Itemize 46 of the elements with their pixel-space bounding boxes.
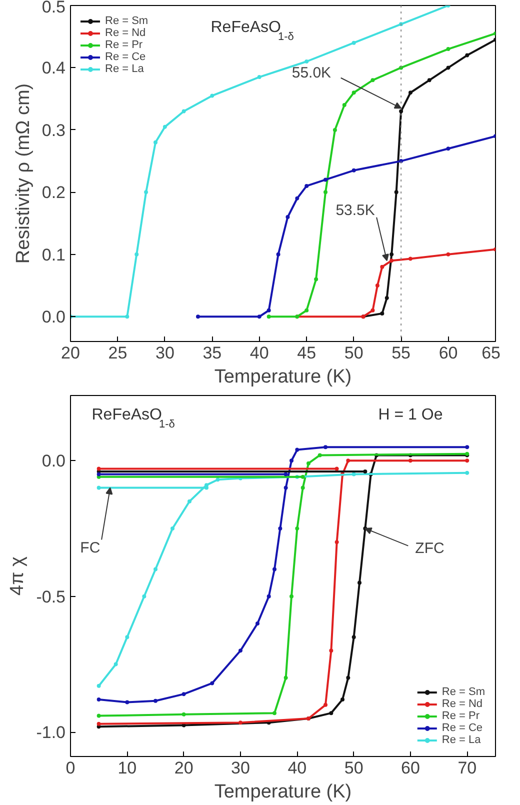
x-tick-label: 40 xyxy=(250,344,269,362)
y-tick-label: 0.0 xyxy=(42,308,66,327)
x-tick-label: 50 xyxy=(344,758,364,778)
y-axis-title: 4π χ xyxy=(7,556,28,596)
legend-label: Re = Ce xyxy=(442,722,483,734)
annotation: FC xyxy=(80,539,100,556)
y-tick-label: 0.2 xyxy=(42,183,66,202)
legend-label: Re = Nd xyxy=(442,698,483,710)
y-tick-label: -1.0 xyxy=(36,723,66,742)
x-tick-label: 55 xyxy=(392,344,411,362)
y-tick-label: 0.0 xyxy=(42,452,66,471)
x-tick-label: 30 xyxy=(155,344,174,362)
x-tick-label: 20 xyxy=(174,758,194,778)
x-tick-label: 40 xyxy=(288,758,307,778)
x-tick-label: 70 xyxy=(458,758,477,778)
annotation: ZFC xyxy=(415,540,444,557)
x-tick-label: 25 xyxy=(108,344,128,362)
legend-label: Re = La xyxy=(442,734,481,746)
legend-label: Re = La xyxy=(105,63,144,75)
annotation: 55.0K xyxy=(292,64,332,82)
x-tick-label: 50 xyxy=(344,344,364,362)
annotation: 53.5K xyxy=(336,202,375,220)
x-tick-label: 20 xyxy=(61,344,80,362)
legend-label: Re = Nd xyxy=(105,27,146,39)
x-tick-label: 30 xyxy=(231,758,250,778)
x-tick-label: 10 xyxy=(118,758,137,778)
y-tick-label: 0.4 xyxy=(42,58,66,78)
x-tick-label: 60 xyxy=(438,344,458,362)
x-tick-label: 0 xyxy=(66,758,76,778)
x-tick-label: 35 xyxy=(202,344,222,362)
x-axis-title: Temperature (K) xyxy=(214,366,352,388)
legend-label: Re = Sm xyxy=(105,15,148,27)
y-tick-label: 0.1 xyxy=(42,245,66,264)
legend-label: Re = Pr xyxy=(105,39,143,51)
x-tick-label: 60 xyxy=(401,758,420,778)
y-tick-label: -0.5 xyxy=(36,587,66,606)
y-axis-title: Resistivity ρ (mΩ cm) xyxy=(12,83,34,264)
y-tick-label: 0.5 xyxy=(42,0,66,16)
annotation: H = 1 Oe xyxy=(378,406,443,424)
legend-label: Re = Pr xyxy=(442,710,480,722)
y-tick-label: 0.3 xyxy=(42,120,66,140)
x-tick-label: 45 xyxy=(297,344,316,362)
legend-label: Re = Sm xyxy=(442,686,485,698)
legend-label: Re = Ce xyxy=(105,51,146,63)
x-axis-title: Temperature (K) xyxy=(214,782,352,802)
x-tick-label: 65 xyxy=(482,344,501,362)
